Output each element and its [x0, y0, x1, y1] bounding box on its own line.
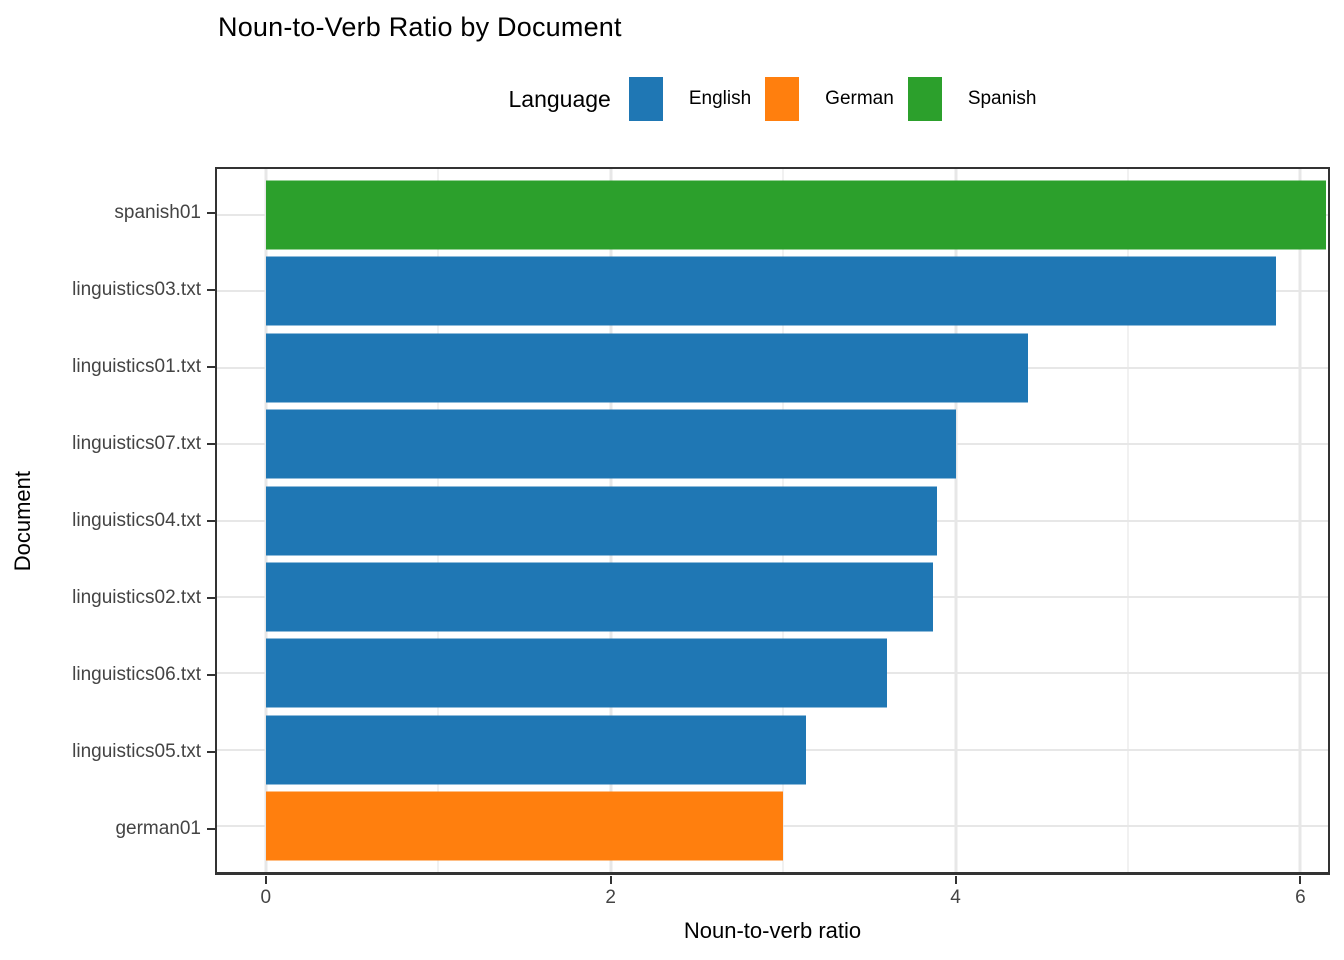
y-tick-mark — [207, 750, 215, 753]
bar-spanish01 — [265, 180, 1327, 250]
german-swatch-icon — [765, 77, 800, 121]
y-label-row: linguistics01.txt — [72, 356, 215, 378]
x-tick-mark — [609, 876, 612, 884]
x-tick-label: 0 — [260, 887, 272, 908]
y-tick-label: linguistics07.txt — [72, 433, 201, 455]
x-tick-mark — [264, 876, 267, 884]
y-tick-mark — [207, 443, 215, 446]
y-label-row: linguistics07.txt — [72, 433, 215, 455]
y-label-row: linguistics03.txt — [72, 279, 215, 301]
bar-linguistics02.txt — [265, 562, 934, 632]
y-label-row: linguistics05.txt — [72, 741, 215, 763]
y-tick-label: linguistics03.txt — [72, 279, 201, 301]
x-tick-mark — [954, 876, 957, 884]
y-tick-label: linguistics01.txt — [72, 356, 201, 378]
bar-linguistics04.txt — [265, 486, 937, 555]
legend: Language English German Spanish — [215, 68, 1330, 130]
y-tick-label: linguistics05.txt — [72, 740, 201, 762]
spanish-swatch-icon — [907, 77, 942, 121]
x-tick-mark — [1299, 876, 1302, 884]
x-axis-title: Noun-to-verb ratio — [683, 918, 862, 943]
y-tick-mark — [207, 827, 215, 830]
legend-label: English — [688, 88, 752, 109]
y-label-row: german01 — [115, 818, 215, 840]
y-label-row: linguistics02.txt — [72, 587, 215, 609]
english-swatch-icon — [628, 77, 663, 121]
bar-linguistics07.txt — [265, 409, 956, 479]
y-label-row: linguistics06.txt — [72, 664, 215, 686]
bar-linguistics06.txt — [265, 638, 887, 708]
x-axis: 0 2 4 6 — [217, 873, 1328, 918]
bar-linguistics01.txt — [265, 333, 1028, 403]
y-tick-label: spanish01 — [114, 202, 201, 224]
y-tick-label: linguistics04.txt — [72, 510, 201, 531]
x-tick-label: 6 — [1295, 887, 1306, 908]
legend-item-spanish: Spanish — [907, 77, 1037, 121]
y-tick-mark — [207, 520, 215, 522]
y-tick-mark — [207, 673, 215, 676]
plot-panel — [215, 167, 1330, 875]
legend-title: Language — [508, 85, 611, 112]
y-label-row: linguistics04.txt — [72, 510, 215, 532]
legend-item-english: English — [628, 77, 752, 121]
legend-label: Spanish — [967, 88, 1037, 109]
y-tick-mark — [207, 289, 215, 292]
y-tick-mark — [207, 366, 215, 369]
legend-label: German — [825, 88, 894, 109]
bar-german01 — [265, 791, 784, 861]
y-tick-mark — [207, 596, 215, 599]
legend-item-german: German — [765, 77, 894, 121]
bar-linguistics05.txt — [265, 715, 806, 785]
y-tick-label: german01 — [115, 817, 201, 839]
y-axis-labels: spanish01 linguistics03.txt linguistics01.… — [0, 167, 215, 875]
chart-title: Noun-to-Verb Ratio by Document — [218, 12, 622, 42]
x-tick-label: 2 — [605, 887, 616, 908]
y-tick-label: linguistics02.txt — [72, 586, 201, 608]
y-label-row: spanish01 — [114, 202, 215, 224]
bar-linguistics03.txt — [265, 256, 1277, 326]
y-tick-mark — [207, 212, 215, 215]
x-tick-label: 4 — [950, 887, 961, 908]
y-tick-label: linguistics06.txt — [72, 663, 201, 685]
